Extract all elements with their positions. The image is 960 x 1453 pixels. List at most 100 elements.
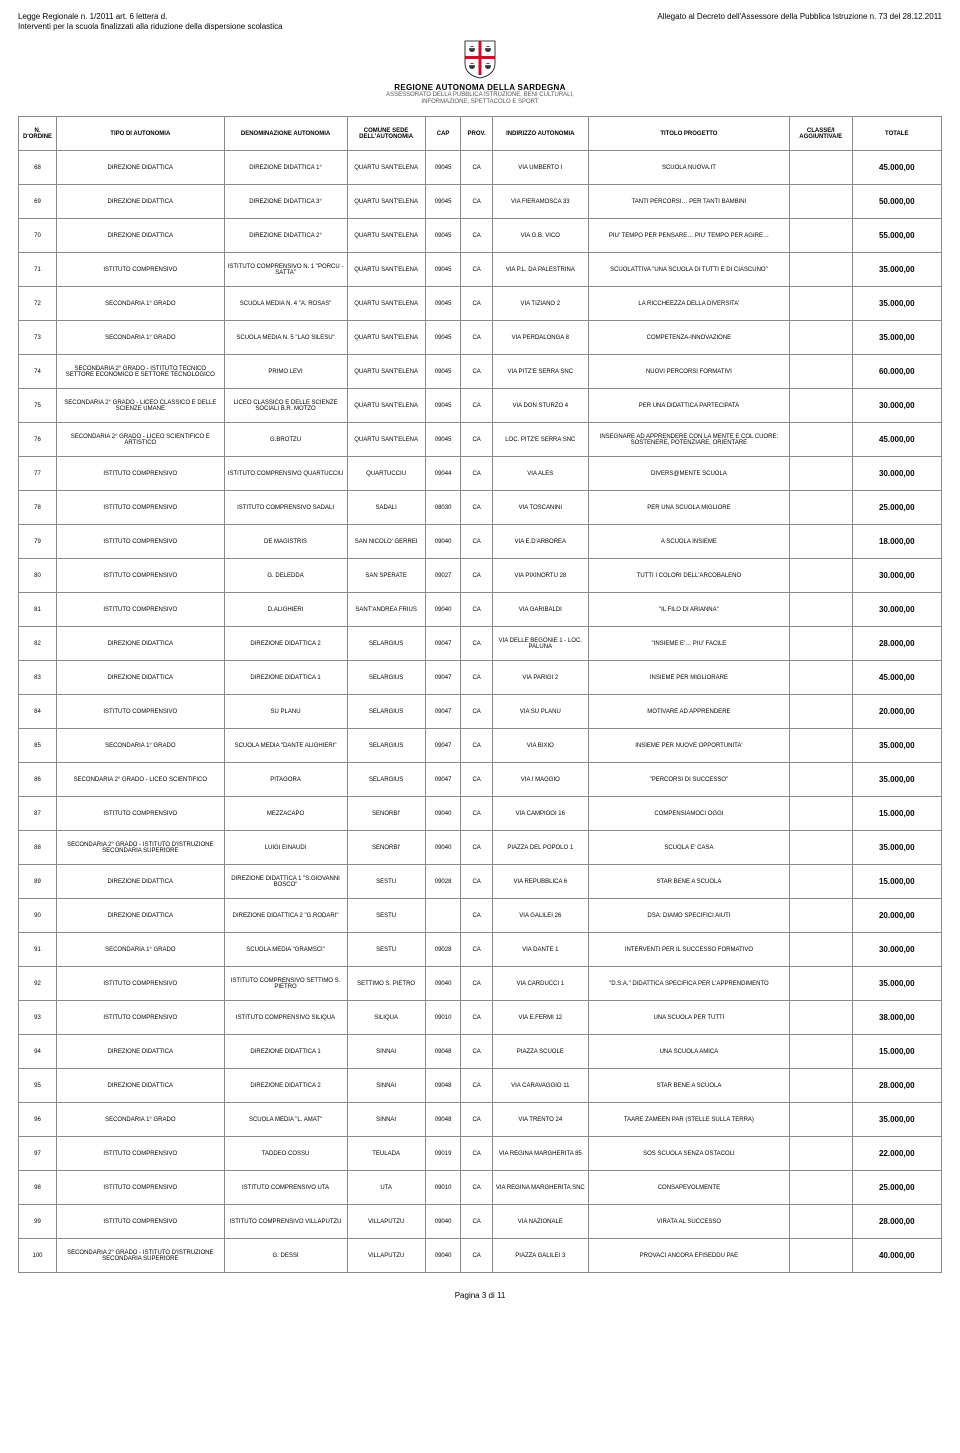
- cell-classe: [789, 797, 852, 831]
- cell-titolo: INTERVENTI PER IL SUCCESSO FORMATIVO: [588, 933, 789, 967]
- cell-tipo: SECONDARIA 2° GRADO - ISTITUTO D'ISTRUZI…: [56, 831, 224, 865]
- cell-tipo: ISTITUTO COMPRENSIVO: [56, 525, 224, 559]
- cell-sede: QUARTU SANT'ELENA: [347, 151, 425, 185]
- cell-tipo: SECONDARIA 1° GRADO: [56, 729, 224, 763]
- cell-sede: SENORBI': [347, 797, 425, 831]
- cell-classe: [789, 763, 852, 797]
- cell-prov: CA: [461, 491, 492, 525]
- cell-ordine: 70: [19, 219, 57, 253]
- cell-ordine: 69: [19, 185, 57, 219]
- law-desc: Interventi per la scuola finalizzati all…: [18, 22, 283, 32]
- cell-prov: CA: [461, 1069, 492, 1103]
- table-row: 94DIREZIONE DIDATTICADIREZIONE DIDATTICA…: [19, 1035, 942, 1069]
- cell-cap: 09045: [425, 389, 461, 423]
- cell-prov: CA: [461, 1205, 492, 1239]
- cell-totale: 45.000,00: [852, 151, 941, 185]
- cell-den: DE MAGISTRIS: [224, 525, 347, 559]
- cell-tipo: DIREZIONE DIDATTICA: [56, 1069, 224, 1103]
- cell-den: D.ALIGHIERI: [224, 593, 347, 627]
- cell-ordine: 72: [19, 287, 57, 321]
- table-header-row: N. D'ORDINE TIPO DI AUTONOMIA DENOMINAZI…: [19, 117, 942, 151]
- cell-den: LUIGI EINAUDI: [224, 831, 347, 865]
- cell-titolo: COMPETENZA-INNOVAZIONE: [588, 321, 789, 355]
- cell-den: DIREZIONE DIDATTICA 1 "S.GIOVANNI BOSCO": [224, 865, 347, 899]
- cell-ordine: 90: [19, 899, 57, 933]
- cell-ind: VIA PIXINORTU 28: [492, 559, 588, 593]
- cell-cap: 09028: [425, 933, 461, 967]
- cell-ordine: 98: [19, 1171, 57, 1205]
- col-classe: CLASSE/I AGGIUNTIVA/E: [789, 117, 852, 151]
- cell-tipo: DIREZIONE DIDATTICA: [56, 219, 224, 253]
- cell-tipo: ISTITUTO COMPRENSIVO: [56, 491, 224, 525]
- cell-totale: 30.000,00: [852, 457, 941, 491]
- cell-titolo: STAR BENE A SCUOLA: [588, 865, 789, 899]
- cell-totale: 30.000,00: [852, 933, 941, 967]
- cell-tipo: DIREZIONE DIDATTICA: [56, 185, 224, 219]
- cell-prov: CA: [461, 661, 492, 695]
- cell-prov: CA: [461, 253, 492, 287]
- table-row: 96SECONDARIA 1° GRADOSCUOLA MEDIA "L. AM…: [19, 1103, 942, 1137]
- table-row: 91SECONDARIA 1° GRADOSCUOLA MEDIA "GRAMS…: [19, 933, 942, 967]
- cell-den: ISTITUTO COMPRENSIVO N. 1 "PORCU - SATTA…: [224, 253, 347, 287]
- cell-ind: PIAZZA SCUOLE: [492, 1035, 588, 1069]
- cell-classe: [789, 967, 852, 1001]
- cell-titolo: TANTI PERCORSI… PER TANTI BAMBINI: [588, 185, 789, 219]
- cell-classe: [789, 1171, 852, 1205]
- region-name: REGIONE AUTONOMA DELLA SARDEGNA: [18, 83, 942, 92]
- cell-ind: LOC. PITZ'E SERRA SNC: [492, 423, 588, 457]
- cell-ind: VIA NAZIONALE: [492, 1205, 588, 1239]
- table-row: 98ISTITUTO COMPRENSIVOISTITUTO COMPRENSI…: [19, 1171, 942, 1205]
- table-row: 99ISTITUTO COMPRENSIVOISTITUTO COMPRENSI…: [19, 1205, 942, 1239]
- cell-ordine: 89: [19, 865, 57, 899]
- cell-totale: 30.000,00: [852, 389, 941, 423]
- cell-ordine: 88: [19, 831, 57, 865]
- cell-cap: 08030: [425, 491, 461, 525]
- cell-classe: [789, 1035, 852, 1069]
- cell-den: ISTITUTO COMPRENSIVO SILIQUA: [224, 1001, 347, 1035]
- cell-ordine: 78: [19, 491, 57, 525]
- cell-classe: [789, 491, 852, 525]
- cell-ind: VIA REGINA MARGHERITA 85: [492, 1137, 588, 1171]
- cell-cap: 09040: [425, 593, 461, 627]
- table-row: 76SECONDARIA 2° GRADO - LICEO SCIENTIFIC…: [19, 423, 942, 457]
- cell-totale: 35.000,00: [852, 253, 941, 287]
- cell-classe: [789, 1103, 852, 1137]
- cell-titolo: UNA SCUOLA PER TUTTI: [588, 1001, 789, 1035]
- cell-tipo: DIREZIONE DIDATTICA: [56, 627, 224, 661]
- cell-sede: SINNAI: [347, 1069, 425, 1103]
- cell-totale: 35.000,00: [852, 729, 941, 763]
- cell-classe: [789, 219, 852, 253]
- cell-totale: 35.000,00: [852, 831, 941, 865]
- table-row: 97ISTITUTO COMPRENSIVOTADDEO COSSUTEULAD…: [19, 1137, 942, 1171]
- cell-ordine: 76: [19, 423, 57, 457]
- cell-cap: 09010: [425, 1171, 461, 1205]
- cell-ordine: 97: [19, 1137, 57, 1171]
- cell-ind: VIA CARDUCCI 1: [492, 967, 588, 1001]
- cell-ind: VIA SU PLANU: [492, 695, 588, 729]
- header-left: Legge Regionale n. 1/2011 art. 6 lettera…: [18, 12, 283, 33]
- cell-den: ISTITUTO COMPRENSIVO QUARTUCCIU: [224, 457, 347, 491]
- table-row: 83DIREZIONE DIDATTICADIREZIONE DIDATTICA…: [19, 661, 942, 695]
- cell-prov: CA: [461, 627, 492, 661]
- cell-prov: CA: [461, 389, 492, 423]
- cell-prov: CA: [461, 933, 492, 967]
- cell-tipo: ISTITUTO COMPRENSIVO: [56, 457, 224, 491]
- cell-prov: CA: [461, 1137, 492, 1171]
- cell-classe: [789, 253, 852, 287]
- cell-cap: 09040: [425, 797, 461, 831]
- cell-ind: VIA CAMPIOOI 16: [492, 797, 588, 831]
- cell-prov: CA: [461, 559, 492, 593]
- cell-tipo: SECONDARIA 1° GRADO: [56, 287, 224, 321]
- cell-totale: 20.000,00: [852, 695, 941, 729]
- cell-ordine: 91: [19, 933, 57, 967]
- cell-ind: VIA BIXIO: [492, 729, 588, 763]
- cell-totale: 35.000,00: [852, 967, 941, 1001]
- cell-den: ISTITUTO COMPRENSIVO VILLAPUTZU: [224, 1205, 347, 1239]
- cell-totale: 18.000,00: [852, 525, 941, 559]
- cell-prov: CA: [461, 865, 492, 899]
- cell-den: TADDEO COSSU: [224, 1137, 347, 1171]
- cell-classe: [789, 661, 852, 695]
- cell-ordine: 71: [19, 253, 57, 287]
- cell-prov: CA: [461, 287, 492, 321]
- cell-tipo: ISTITUTO COMPRENSIVO: [56, 253, 224, 287]
